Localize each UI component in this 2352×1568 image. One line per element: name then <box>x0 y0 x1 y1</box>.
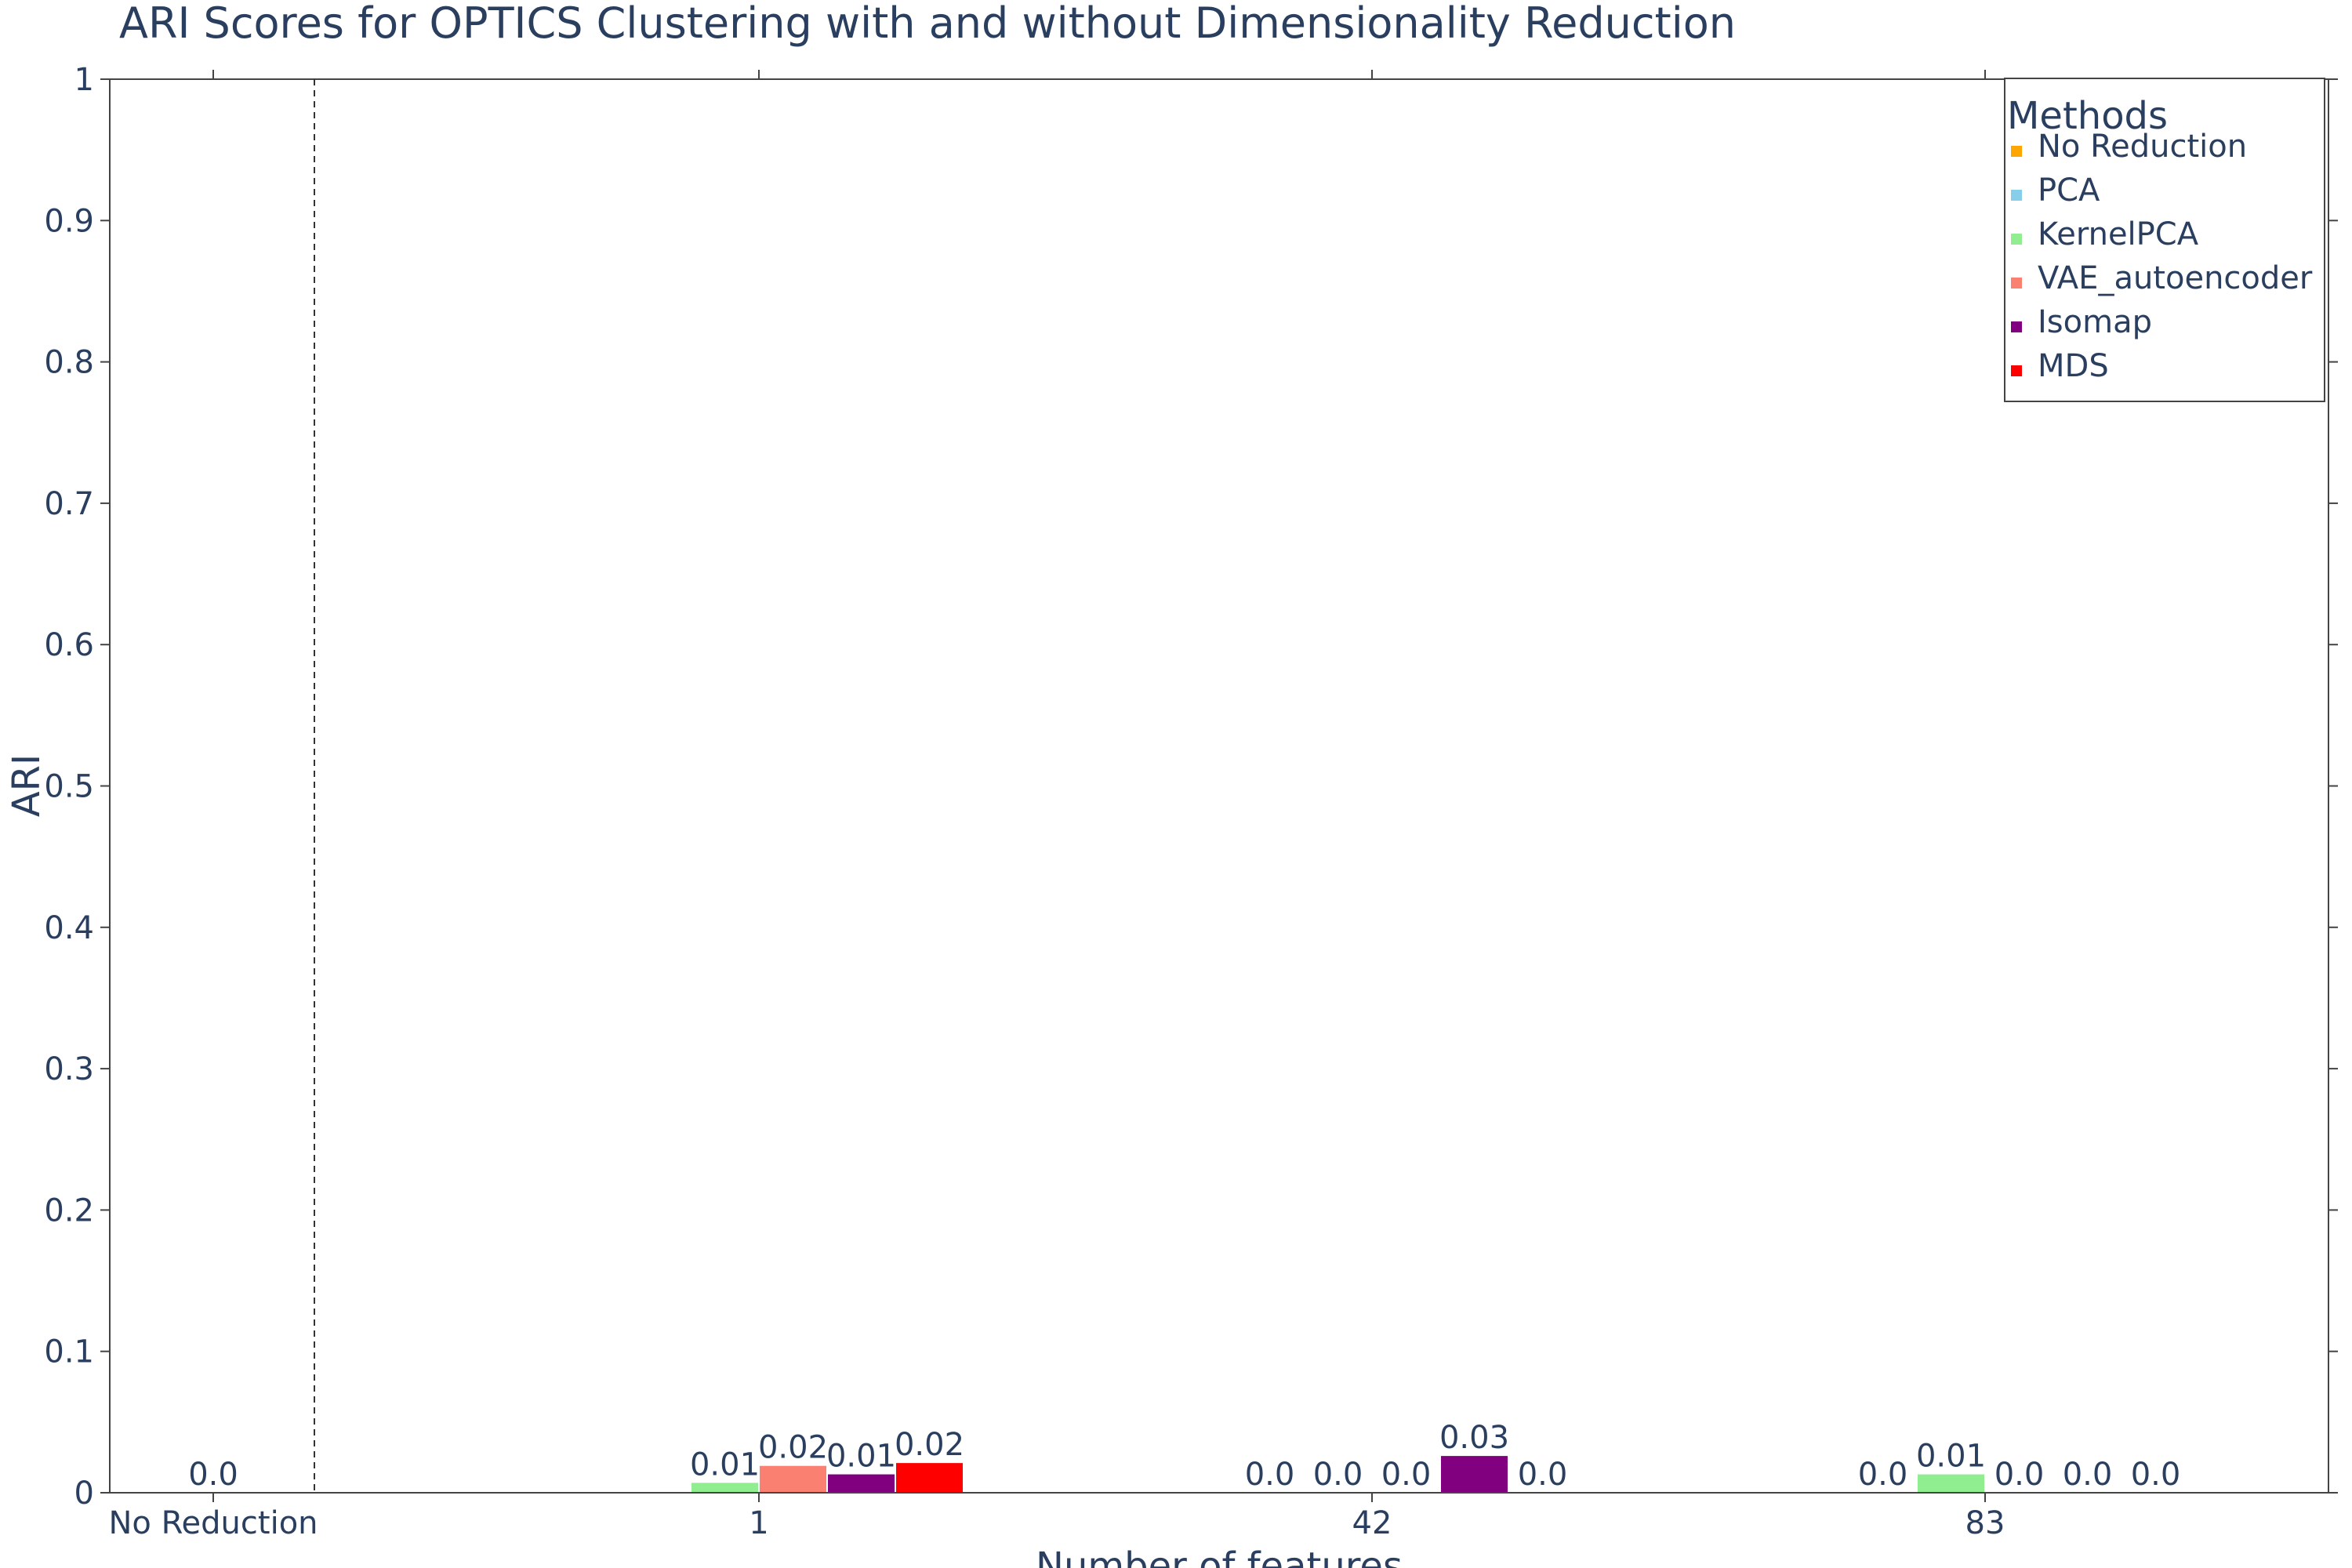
legend-label: KernelPCA <box>2038 216 2199 252</box>
bar-KernelPCA-1 <box>691 1483 758 1493</box>
legend-label: Isomap <box>2038 304 2152 340</box>
y-tick-label: 0.5 <box>44 769 94 805</box>
y-tick-label: 1 <box>74 62 94 98</box>
y-tick-label: 0.3 <box>44 1051 94 1087</box>
bar-label: 0.0 <box>1313 1457 1363 1493</box>
bar-label: 0.0 <box>1994 1457 2045 1493</box>
legend-title: Methods <box>2007 94 2168 138</box>
legend-swatch <box>2011 321 2022 332</box>
bar-label: 0.0 <box>1245 1457 1295 1493</box>
legend-label: No Reduction <box>2038 129 2247 165</box>
bar-Isomap-42 <box>1441 1456 1508 1493</box>
y-tick-label: 0.4 <box>44 910 94 946</box>
x-tick-label: 1 <box>749 1505 768 1541</box>
legend-box <box>2004 78 2325 402</box>
bar-label: 0.01 <box>826 1439 896 1475</box>
legend-swatch <box>2011 146 2022 157</box>
bar-label: 0.01 <box>690 1446 760 1483</box>
legend-swatch <box>2011 365 2022 376</box>
bar-label: 0.03 <box>1439 1420 1509 1456</box>
legend: Methods No Reduction PCA KernelPCA VAE_auto… <box>2004 78 2325 402</box>
bar-VAE_autoencoder-1 <box>760 1465 826 1493</box>
legend-label: MDS <box>2038 348 2109 384</box>
y-tick-label: 0.2 <box>44 1192 94 1229</box>
chart-title: ARI Scores for OPTICS Clustering with an… <box>119 0 1736 48</box>
y-tick-label: 0.1 <box>44 1334 94 1370</box>
bar-label: 0.0 <box>1381 1457 1432 1493</box>
legend-label: PCA <box>2038 172 2100 209</box>
bar-label: 0.02 <box>758 1430 828 1466</box>
bar-Isomap-1 <box>828 1474 895 1493</box>
x-tick-label: 83 <box>1965 1505 2005 1541</box>
x-tick-label: No Reduction <box>108 1505 318 1541</box>
bar-MDS-1 <box>896 1463 963 1493</box>
x-tick-label: 42 <box>1352 1505 1392 1541</box>
tick-layer: 0 0.1 0.2 0.3 0.4 0.5 0.6 0.7 0.8 0.9 1 No Reductio… <box>44 62 2338 1541</box>
bar-label: 0.02 <box>895 1427 964 1463</box>
y-tick-label: 0 <box>74 1475 94 1512</box>
bar-label: 0.0 <box>2063 1457 2113 1493</box>
y-tick-label: 0.9 <box>44 203 94 239</box>
x-axis-label: Number of features <box>1036 1544 1403 1568</box>
bar-labels-layer: 0.0 0.0 0.00.01 0.00.010.020.0 0.00.010.030.… <box>188 1420 2180 1493</box>
y-tick-label: 0.8 <box>44 345 94 381</box>
legend-swatch <box>2011 278 2022 289</box>
y-tick-label: 0.6 <box>44 627 94 663</box>
bars-layer <box>691 1456 1984 1493</box>
y-tick-label: 0.7 <box>44 486 94 522</box>
bar-label: 0.0 <box>2131 1457 2181 1493</box>
plot-frame <box>109 78 2329 1494</box>
bar-label: 0.0 <box>188 1457 238 1493</box>
legend-label: VAE_autoencoder <box>2038 260 2313 296</box>
bar-label: 0.0 <box>1858 1457 1908 1493</box>
y-axis-label: ARI <box>5 754 49 817</box>
bar-KernelPCA-83 <box>1918 1474 1984 1493</box>
bar-label: 0.01 <box>1916 1439 1986 1475</box>
legend-swatch <box>2011 234 2022 245</box>
legend-swatch <box>2011 190 2022 201</box>
bar-label: 0.0 <box>1518 1457 1568 1493</box>
legend-items: No Reduction PCA KernelPCA VAE_autoencoder I… <box>2011 129 2313 384</box>
